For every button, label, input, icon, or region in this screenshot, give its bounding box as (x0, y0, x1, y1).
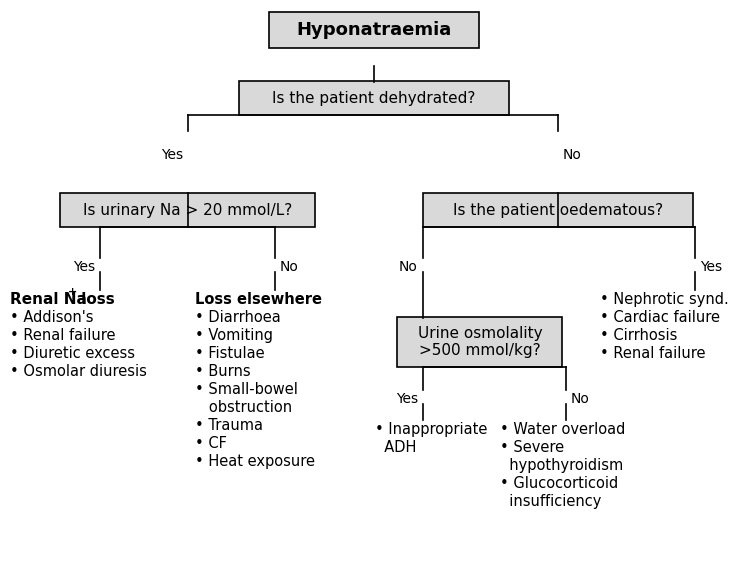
Text: • Addison's: • Addison's (10, 310, 94, 325)
FancyBboxPatch shape (239, 81, 509, 115)
Text: • Burns: • Burns (195, 364, 251, 379)
Text: No: No (280, 260, 299, 274)
Text: +: + (68, 287, 77, 297)
FancyBboxPatch shape (397, 317, 562, 367)
Text: • Osmolar diuresis: • Osmolar diuresis (10, 364, 147, 379)
Text: • CF: • CF (195, 436, 227, 451)
Text: hypothyroidism: hypothyroidism (500, 458, 623, 473)
Text: loss: loss (76, 292, 114, 307)
Text: No: No (571, 392, 590, 406)
Text: No: No (399, 260, 418, 274)
Text: No: No (563, 148, 582, 162)
Text: • Small-bowel: • Small-bowel (195, 382, 298, 397)
Text: • Diarrhoea: • Diarrhoea (195, 310, 280, 325)
Text: • Renal failure: • Renal failure (10, 328, 115, 343)
Text: Is urinary Na > 20 mmol/L?: Is urinary Na > 20 mmol/L? (83, 202, 292, 218)
Text: Hyponatraemia: Hyponatraemia (296, 21, 452, 39)
Text: Urine osmolality
>500 mmol/kg?: Urine osmolality >500 mmol/kg? (417, 326, 542, 358)
Text: Is the patient oedematous?: Is the patient oedematous? (453, 202, 663, 218)
Text: Yes: Yes (73, 260, 95, 274)
Text: • Vomiting: • Vomiting (195, 328, 273, 343)
Text: • Fistulae: • Fistulae (195, 346, 265, 361)
Text: ADH: ADH (375, 440, 417, 455)
Text: • Nephrotic synd.: • Nephrotic synd. (600, 292, 729, 307)
Text: • Diuretic excess: • Diuretic excess (10, 346, 135, 361)
Text: • Trauma: • Trauma (195, 418, 263, 433)
Text: Yes: Yes (396, 392, 418, 406)
Text: insufficiency: insufficiency (500, 494, 601, 509)
Text: • Inappropriate: • Inappropriate (375, 422, 488, 437)
FancyBboxPatch shape (269, 12, 479, 48)
FancyBboxPatch shape (61, 193, 316, 227)
Text: • Water overload: • Water overload (500, 422, 625, 437)
FancyBboxPatch shape (423, 193, 693, 227)
Text: • Renal failure: • Renal failure (600, 346, 705, 361)
Text: Yes: Yes (700, 260, 722, 274)
Text: • Cardiac failure: • Cardiac failure (600, 310, 720, 325)
Text: obstruction: obstruction (195, 400, 292, 415)
Text: • Severe: • Severe (500, 440, 564, 455)
Text: Is the patient dehydrated?: Is the patient dehydrated? (272, 91, 476, 105)
Text: • Glucocorticoid: • Glucocorticoid (500, 476, 619, 491)
Text: • Cirrhosis: • Cirrhosis (600, 328, 678, 343)
Text: • Heat exposure: • Heat exposure (195, 454, 315, 469)
Text: Loss elsewhere: Loss elsewhere (195, 292, 322, 307)
Text: Renal Na: Renal Na (10, 292, 87, 307)
Text: Yes: Yes (161, 148, 183, 162)
